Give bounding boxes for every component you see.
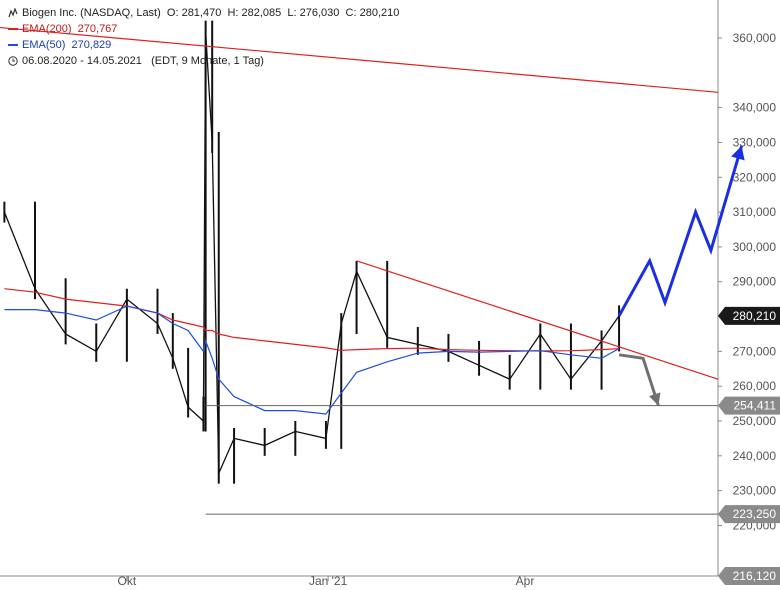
y-tick-label: 300,000 bbox=[733, 240, 777, 254]
chart-type-icon bbox=[8, 8, 18, 18]
x-tick-label: Okt bbox=[118, 574, 137, 588]
overlay-layer bbox=[0, 26, 745, 515]
falling-trendline bbox=[356, 260, 719, 380]
price-line bbox=[3, 30, 620, 474]
period-range: 06.08.2020 - 14.05.2021 bbox=[22, 55, 142, 67]
price-marker-box bbox=[718, 396, 780, 415]
marker-layer: 280,210 254,411 223,250 216,120 bbox=[718, 306, 780, 585]
price-marker: 254,411 bbox=[718, 396, 780, 415]
ema200-value: 270,767 bbox=[77, 23, 118, 35]
ema50-swatch bbox=[8, 44, 18, 47]
price-marker-box bbox=[718, 567, 780, 585]
y-tick-label: 240,000 bbox=[733, 449, 777, 463]
instrument-row: Biogen Inc. (NASDAQ, Last) O: 281,470 H:… bbox=[8, 6, 399, 20]
y-tick-label: 320,000 bbox=[733, 170, 777, 184]
ema200-swatch bbox=[8, 28, 18, 31]
price-layer bbox=[3, 20, 621, 484]
forecast-down-line bbox=[618, 353, 660, 407]
price-marker: 223,250 bbox=[718, 505, 780, 524]
open-value: O: 281,470 bbox=[166, 7, 222, 19]
y-tick-label: 230,000 bbox=[733, 484, 777, 498]
high-value: H: 282,085 bbox=[227, 7, 282, 19]
price-marker-box bbox=[718, 306, 780, 325]
resistance-trendline bbox=[0, 26, 719, 93]
period-row: 06.08.2020 - 14.05.2021 (EDT, 9 Monate, … bbox=[8, 54, 264, 68]
price-marker-label: 254,411 bbox=[734, 399, 777, 413]
ema50-legend: EMA(50) 270,829 bbox=[8, 38, 111, 52]
price-marker-box bbox=[718, 505, 780, 524]
period-info: (EDT, 9 Monate, 1 Tag) bbox=[151, 55, 264, 67]
price-marker-label: 223,250 bbox=[733, 507, 777, 521]
y-tick-label: 250,000 bbox=[733, 414, 777, 428]
ema200-label: EMA(200) bbox=[22, 23, 72, 35]
price-marker-label: 280,210 bbox=[733, 309, 777, 323]
forecast-down-arrowhead bbox=[649, 392, 661, 406]
price-marker: 280,210 bbox=[718, 306, 780, 325]
y-tick-label: 270,000 bbox=[733, 344, 777, 358]
y-tick-label: 330,000 bbox=[733, 135, 777, 149]
ema50-value: 270,829 bbox=[71, 39, 112, 51]
instrument-name: Biogen Inc. (NASDAQ, Last) bbox=[22, 7, 161, 19]
ema50-label: EMA(50) bbox=[22, 39, 66, 51]
y-tick-label: 260,000 bbox=[733, 379, 777, 393]
y-tick-label: 360,000 bbox=[733, 31, 777, 45]
y-tick-label: 290,000 bbox=[733, 275, 777, 289]
clock-icon bbox=[8, 56, 18, 66]
y-tick-label: 310,000 bbox=[733, 205, 777, 219]
x-tick-label: Jan '21 bbox=[309, 574, 348, 588]
y-tick-label: 340,000 bbox=[733, 101, 777, 115]
x-tick-label: Apr bbox=[516, 574, 535, 588]
forecast-up-line bbox=[617, 145, 744, 317]
price-marker: 216,120 bbox=[718, 567, 780, 585]
price-marker-label: 216,120 bbox=[733, 569, 777, 583]
ema50-line bbox=[4, 305, 620, 415]
close-value: C: 280,210 bbox=[345, 7, 400, 19]
low-value: L: 276,030 bbox=[287, 7, 340, 19]
ema200-legend: EMA(200) 270,767 bbox=[8, 22, 117, 36]
forecast-up-arrowhead bbox=[731, 145, 745, 161]
